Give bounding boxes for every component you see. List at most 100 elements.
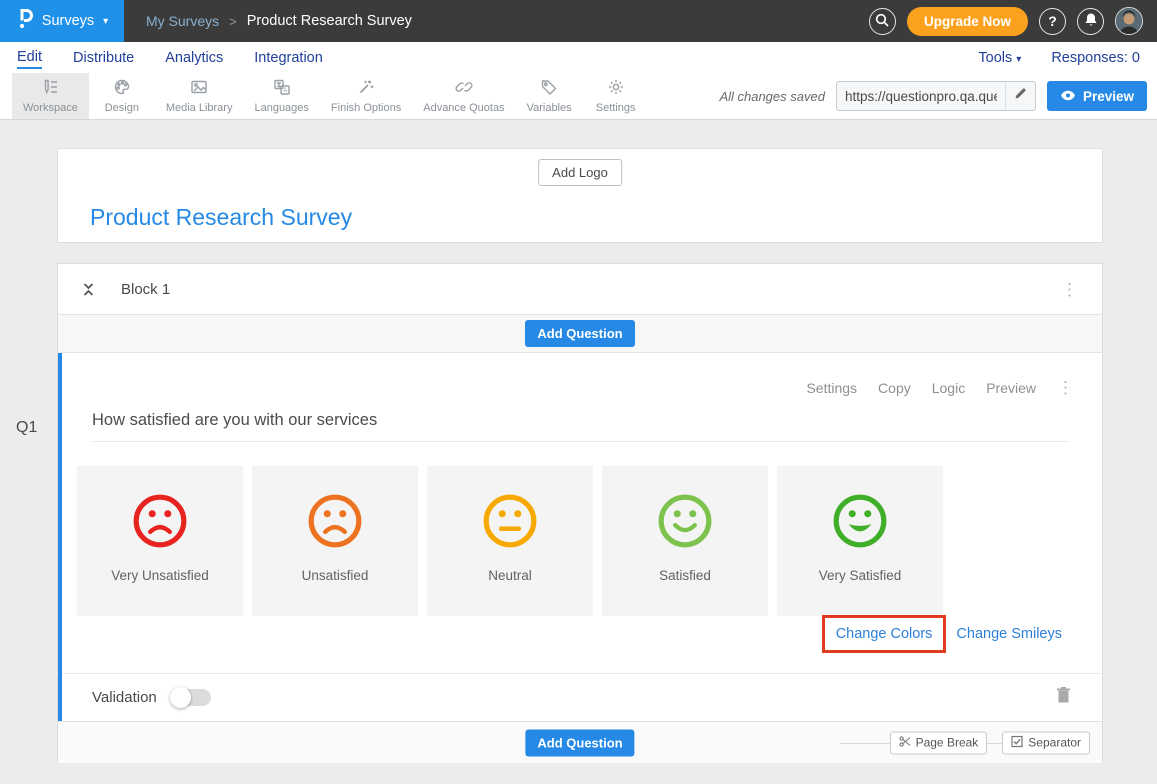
svg-text:A: A xyxy=(283,87,288,94)
questionpro-logo-icon xyxy=(16,7,33,35)
breadcrumb: My Surveys > Product Research Survey xyxy=(146,13,412,29)
tool-finish-options[interactable]: Finish Options xyxy=(320,73,412,119)
question-copy-link[interactable]: Copy xyxy=(878,379,911,396)
block-footer: Add Question Page Break Separator xyxy=(58,721,1102,763)
checkbox-icon xyxy=(1011,735,1023,750)
question-card: Settings Copy Logic Preview ⋮ How satisf… xyxy=(58,353,1102,721)
topbar-actions: Upgrade Now ? xyxy=(868,6,1157,36)
question-links-row: Change Colors Change Smileys xyxy=(821,615,1062,653)
delete-question-button[interactable] xyxy=(1055,686,1072,709)
brand-menu-label: Surveys xyxy=(41,13,95,29)
edit-url-button[interactable] xyxy=(1004,82,1035,110)
translate-icon: A xyxy=(273,78,291,99)
smiley-option-label: Very Unsatisfied xyxy=(111,568,209,583)
preview-button[interactable]: Preview xyxy=(1046,81,1147,111)
search-icon xyxy=(875,13,890,30)
smiley-options: Very Unsatisfied Unsatisfied Neutral xyxy=(77,466,943,616)
brand-menu[interactable]: Surveys ▾ xyxy=(0,0,124,42)
avatar[interactable] xyxy=(1115,7,1143,35)
smiley-face-icon xyxy=(308,494,362,548)
editor-toolbar: Workspace Design Media Library A Languag… xyxy=(0,73,1157,120)
bell-icon xyxy=(1084,12,1098,30)
question-kebab-menu-icon[interactable]: ⋮ xyxy=(1057,378,1074,397)
change-colors-link[interactable]: Change Colors xyxy=(835,626,933,642)
smiley-option[interactable]: Unsatisfied xyxy=(252,466,418,616)
smiley-option-label: Very Satisfied xyxy=(818,568,902,583)
smiley-option[interactable]: Neutral xyxy=(427,466,593,616)
chevron-down-icon: ▾ xyxy=(103,15,109,27)
smiley-option-label: Satisfied xyxy=(659,568,711,583)
search-button[interactable] xyxy=(868,7,896,35)
question-actions: Settings Copy Logic Preview ⋮ xyxy=(806,379,1074,396)
smiley-option-label: Neutral xyxy=(488,568,532,583)
breadcrumb-separator-icon: > xyxy=(229,13,237,29)
smiley-option-label: Unsatisfied xyxy=(301,568,369,583)
add-logo-button[interactable]: Add Logo xyxy=(538,159,622,186)
tools-menu[interactable]: Tools ▾ xyxy=(978,49,1022,66)
change-smileys-link[interactable]: Change Smileys xyxy=(956,626,1062,642)
survey-url-input[interactable] xyxy=(836,88,1005,104)
validation-toggle[interactable] xyxy=(169,687,211,708)
smiley-option[interactable]: Very Unsatisfied xyxy=(77,466,243,616)
survey-url-box xyxy=(835,81,1036,111)
smiley-face-icon xyxy=(483,494,537,548)
magic-wand-icon xyxy=(357,78,375,99)
tool-design[interactable]: Design xyxy=(89,73,155,119)
tool-languages[interactable]: A Languages xyxy=(243,73,319,119)
tab-analytics[interactable]: Analytics xyxy=(165,49,224,66)
question-divider xyxy=(92,441,1070,442)
notifications-button[interactable] xyxy=(1077,7,1104,35)
annotation-highlight: Change Colors xyxy=(821,615,947,653)
page-break-button[interactable]: Page Break xyxy=(889,731,988,754)
tab-distribute[interactable]: Distribute xyxy=(73,49,135,66)
survey-canvas: Q1 Add Logo Product Research Survey Bloc… xyxy=(0,120,1157,784)
question-mark-icon: ? xyxy=(1048,13,1057,29)
smiley-face-icon xyxy=(133,494,187,548)
pencil-icon xyxy=(1014,87,1027,105)
smiley-option[interactable]: Very Satisfied xyxy=(777,466,943,616)
add-question-button-top[interactable]: Add Question xyxy=(525,320,635,347)
block-kebab-menu-icon[interactable]: ⋮ xyxy=(1061,279,1078,299)
responses-count[interactable]: Responses: 0 xyxy=(1051,49,1140,66)
chain-link-icon xyxy=(455,78,473,99)
toggle-knob xyxy=(169,687,191,708)
validation-label: Validation xyxy=(92,689,157,706)
tool-variables[interactable]: Variables xyxy=(516,73,583,119)
upgrade-now-button[interactable]: Upgrade Now xyxy=(906,6,1028,36)
separator-button[interactable]: Separator xyxy=(1002,731,1090,754)
chevron-down-icon: ▾ xyxy=(1016,53,1022,65)
tab-integration[interactable]: Integration xyxy=(254,49,323,66)
eye-icon xyxy=(1060,89,1076,104)
tag-icon xyxy=(540,78,558,99)
question-text[interactable]: How satisfied are you with our services xyxy=(92,411,378,429)
gear-icon xyxy=(607,78,625,99)
image-icon xyxy=(190,78,208,99)
add-question-button-bottom[interactable]: Add Question xyxy=(525,729,635,756)
help-button[interactable]: ? xyxy=(1039,7,1066,35)
palette-icon xyxy=(113,78,131,99)
question-preview-link[interactable]: Preview xyxy=(986,379,1036,396)
question-logic-link[interactable]: Logic xyxy=(931,379,966,396)
survey-title[interactable]: Product Research Survey xyxy=(90,204,353,230)
breadcrumb-current: Product Research Survey xyxy=(246,13,412,29)
smiley-face-icon xyxy=(833,494,887,548)
block-title[interactable]: Block 1 xyxy=(121,280,171,298)
breadcrumb-parent-link[interactable]: My Surveys xyxy=(146,13,220,29)
topbar: Surveys ▾ My Surveys > Product Research … xyxy=(0,0,1157,42)
add-question-row-top: Add Question xyxy=(58,315,1102,353)
tool-media-library[interactable]: Media Library xyxy=(155,73,244,119)
tool-advance-quotas[interactable]: Advance Quotas xyxy=(412,73,515,119)
question-number: Q1 xyxy=(16,419,38,436)
collapse-block-icon[interactable] xyxy=(82,282,95,297)
tab-edit[interactable]: Edit xyxy=(17,47,42,69)
survey-nav: Edit Distribute Analytics Integration To… xyxy=(0,42,1157,73)
smiley-face-icon xyxy=(658,494,712,548)
tool-settings[interactable]: Settings xyxy=(583,73,649,119)
block-header: Block 1 ⋮ xyxy=(58,264,1102,315)
question-settings-link[interactable]: Settings xyxy=(806,379,858,396)
scissors-icon xyxy=(899,735,911,750)
smiley-option[interactable]: Satisfied xyxy=(602,466,768,616)
block-card: Block 1 ⋮ Add Question Settings Copy Log… xyxy=(57,263,1103,763)
validation-row: Validation xyxy=(62,673,1102,721)
tool-workspace[interactable]: Workspace xyxy=(12,73,89,119)
